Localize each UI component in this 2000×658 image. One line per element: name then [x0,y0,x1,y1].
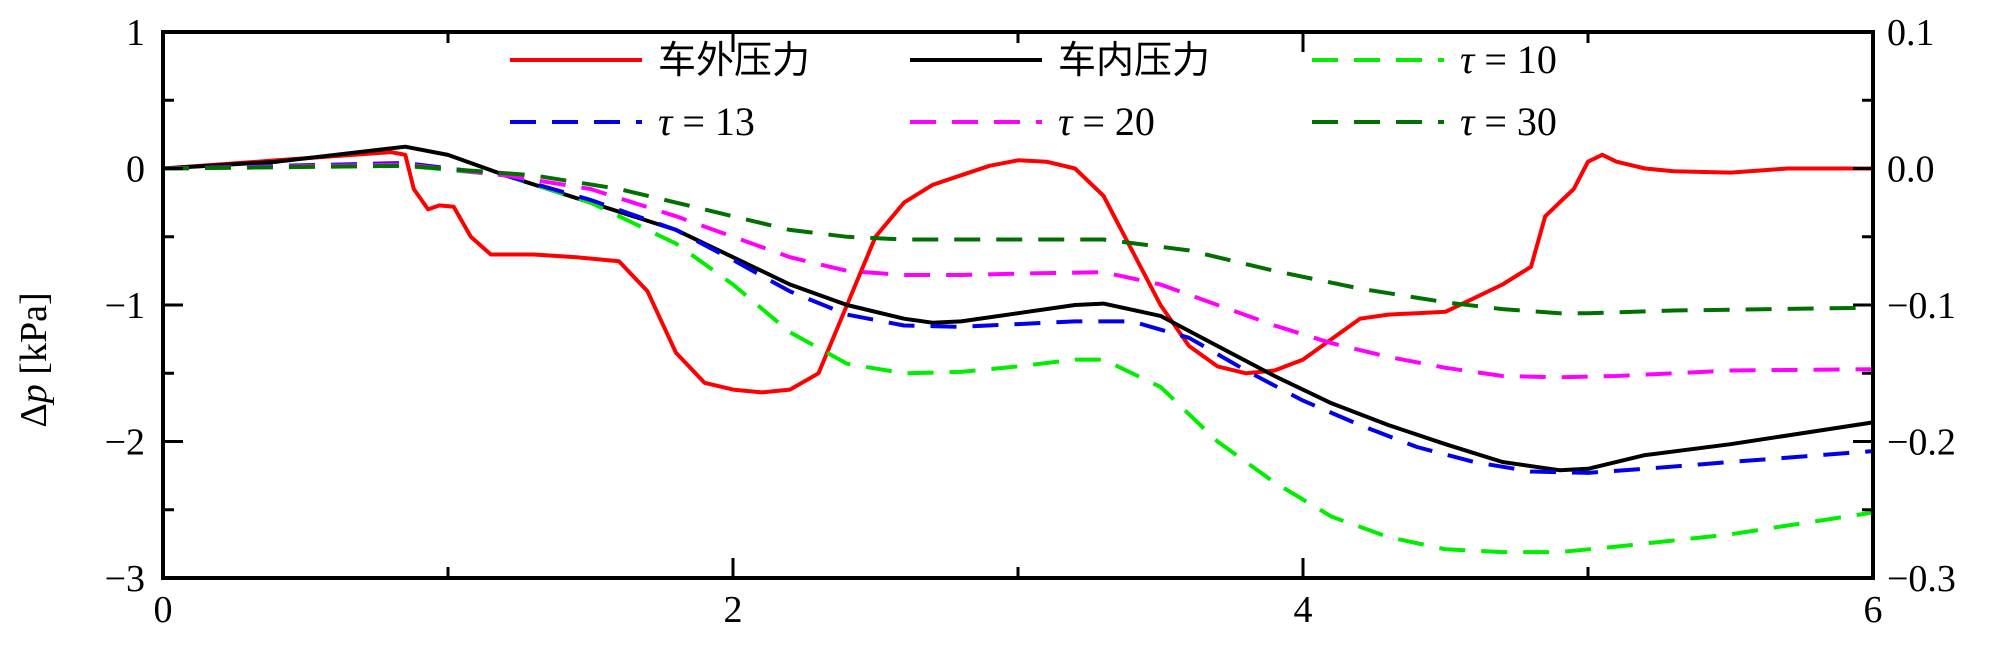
y2-tick-label: −0.1 [1887,285,1956,327]
y2-tick-label: −0.3 [1887,558,1956,600]
series-layer [162,144,1874,555]
legend-label-5: τ = 20 [1058,99,1155,144]
axis-layer: 0 2 4 6 1 0 −1 −2 −3 0.1 0.0 −0.1 −0.2 −0.3 [105,12,1956,631]
y-tick-label: −3 [105,558,145,600]
x-tick-label: 2 [724,589,743,631]
series-line-3 [162,163,1874,555]
series-line-4 [162,161,1874,475]
y2-tick-label: 0.0 [1887,149,1935,191]
series-line-1 [162,150,1873,395]
x-tick-label: 6 [1864,589,1883,631]
y-tick-label: −2 [105,422,145,464]
y-tick-label: −1 [105,285,145,327]
legend-label-4: τ = 13 [658,99,755,144]
legend-label-2: 车内压力 [1058,38,1210,82]
series-line-6 [162,163,1874,316]
y2-tick-label: −0.2 [1887,422,1956,464]
x-tick-label: 4 [1294,589,1313,631]
legend: 车外压力 车内压力 τ = 10 τ = 13 τ = 20 τ = 30 [510,37,1557,144]
y-tick-label: 1 [126,12,145,54]
legend-label-6: τ = 30 [1460,99,1557,144]
series-line-5 [162,162,1874,380]
y2-tick-label: 0.1 [1887,12,1935,54]
legend-label-1: 车外压力 [658,38,810,82]
legend-label-3: τ = 10 [1460,37,1557,82]
y-axis-title: Δp [kPa] [13,292,55,427]
y-tick-label: 0 [126,149,145,191]
x-tick-label: 0 [154,589,173,631]
plot-frame [161,30,1875,580]
